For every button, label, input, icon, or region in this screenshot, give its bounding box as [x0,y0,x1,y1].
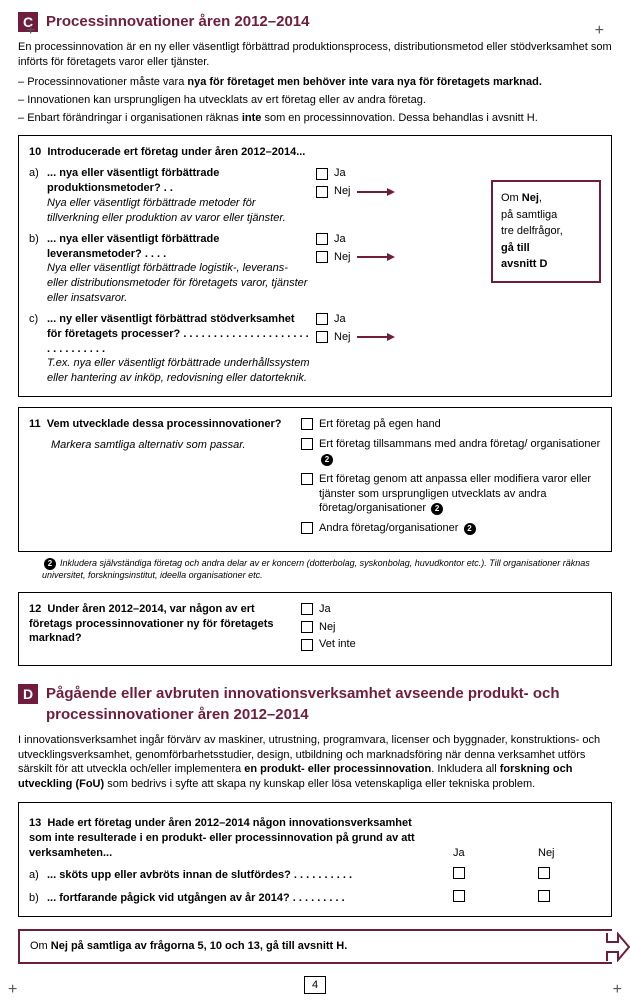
q12-nej-checkbox[interactable] [301,621,313,633]
crop-mark: + [595,20,604,42]
q13b-letter: b) [29,891,47,906]
arrow-right-icon [357,252,397,262]
checkbox-label: Nej [319,620,336,635]
q10c-nej-checkbox[interactable] [316,331,328,343]
question-11-box: 11 Vem utvecklade dessa processinnovatio… [18,407,612,552]
q10c-letter: c) [29,312,47,327]
q10a-letter: a) [29,166,47,181]
intro-bullet: Enbart förändringar i organisationen räk… [18,111,612,126]
footnote-badge-icon: 2 [464,523,476,535]
q13b-ja-checkbox[interactable] [453,890,465,902]
q12-vetinte-checkbox[interactable] [301,639,313,651]
question-10-box: 10 Introducerade ert företag under åren … [18,135,612,397]
footnote-badge-icon: 2 [321,454,333,466]
checkbox-label: Nej [334,184,351,199]
q10a-nej-checkbox[interactable] [316,186,328,198]
question-12-box: 12 Under åren 2012–2014, var någon av er… [18,592,612,667]
intro-bullet: Innovationen kan ursprungligen ha utveck… [18,93,612,108]
q10c-sub: T.ex. nya eller väsentligt förbättrade u… [47,356,310,386]
q10b-nej-checkbox[interactable] [316,251,328,263]
checkbox-label: Vet inte [319,637,356,652]
q13a-letter: a) [29,868,47,883]
q10b-ja-checkbox[interactable] [316,233,328,245]
q11-opt2-checkbox[interactable] [301,438,313,450]
q10a-ja-checkbox[interactable] [316,168,328,180]
crop-mark: + [613,979,622,1001]
q10a-main: ... nya eller väsentligt förbättrade pro… [47,166,310,196]
footnote-badge-icon: 2 [431,503,443,515]
checkbox-label: Ert företag på egen hand [319,417,441,432]
q10c-ja-checkbox[interactable] [316,313,328,325]
section-c-header: C Processinnovationer åren 2012–2014 [18,12,612,32]
q10a-sub: Nya eller väsentligt förbättrade metoder… [47,196,310,226]
section-c-intro: En processinnovation är en ny eller väse… [18,40,612,125]
arrow-right-icon [357,187,397,197]
q10-callout: Om Nej, på samtliga tre delfrågor, gå ti… [491,180,601,283]
intro-text: En processinnovation är en ny eller väse… [18,41,588,53]
q10b-main: ... nya eller väsentligt förbättrade lev… [47,232,310,262]
section-d-intro: I innovationsverksamhet ingår förvärv av… [18,733,612,792]
page-number: 4 [304,976,326,994]
checkbox-label: Ja [319,602,331,617]
q10-lead: Introducerade ert företag under åren 201… [47,146,305,158]
q13-col-nej: Nej [516,846,601,861]
q13-col-ja: Ja [431,846,516,861]
arrow-right-icon [357,332,397,342]
q10b-letter: b) [29,232,47,247]
q10b-sub: Nya eller väsentligt förbättrade logisti… [47,261,310,306]
q12-ja-checkbox[interactable] [301,603,313,615]
q10-number: 10 [29,146,41,158]
q12-text: Under åren 2012–2014, var någon av ert f… [29,603,274,645]
checkbox-label: Nej [334,330,351,345]
checkbox-label: Andra företag/organisationer 2 [319,521,476,536]
crop-mark: + [8,979,17,1001]
q13-number: 13 [29,817,41,829]
q11-opt1-checkbox[interactable] [301,418,313,430]
q11-opt3-checkbox[interactable] [301,473,313,485]
checkbox-label: Ja [334,232,346,247]
section-d-badge: D [18,684,38,704]
checkbox-label: Ja [334,166,346,181]
q11-number: 11 [29,418,41,430]
intro-bullet: Processinnovationer måste vara nya för f… [18,75,612,90]
checkbox-label: Ja [334,312,346,327]
checkbox-label: Ert företag genom att anpassa eller modi… [319,472,601,517]
q13b-text: ... fortfarande pågick vid utgången av å… [47,891,431,906]
arrow-right-large-icon [606,932,630,962]
checkbox-label: Nej [334,250,351,265]
q13a-nej-checkbox[interactable] [538,867,550,879]
q13a-text: ... sköts upp eller avbröts innan de slu… [47,868,431,883]
q13a-ja-checkbox[interactable] [453,867,465,879]
q13b-nej-checkbox[interactable] [538,890,550,902]
route-instruction: Om Nej på samtliga av frågorna 5, 10 och… [18,929,612,964]
q11-hint: Markera samtliga alternativ som passar. [51,438,291,453]
footnote-badge-icon: 2 [44,558,56,570]
section-d-header: D Pågående eller avbruten innovationsver… [18,684,612,725]
crop-mark: + [26,20,35,42]
section-d-title: Pågående eller avbruten innovationsverks… [46,684,612,725]
section-c-title: Processinnovationer åren 2012–2014 [46,12,309,32]
footnote-2: 2Inkludera självständiga företag och and… [42,558,612,582]
q11-lead: Vem utvecklade dessa processinnovationer… [47,418,282,430]
q10c-main: ... ny eller väsentligt förbättrad stödv… [47,312,310,357]
q13-lead: Hade ert företag under åren 2012–2014 nå… [29,817,415,859]
q12-number: 12 [29,603,41,615]
question-13-box: 13 Hade ert företag under åren 2012–2014… [18,802,612,917]
checkbox-label: Ert företag tillsammans med andra företa… [319,437,601,467]
q11-opt4-checkbox[interactable] [301,522,313,534]
